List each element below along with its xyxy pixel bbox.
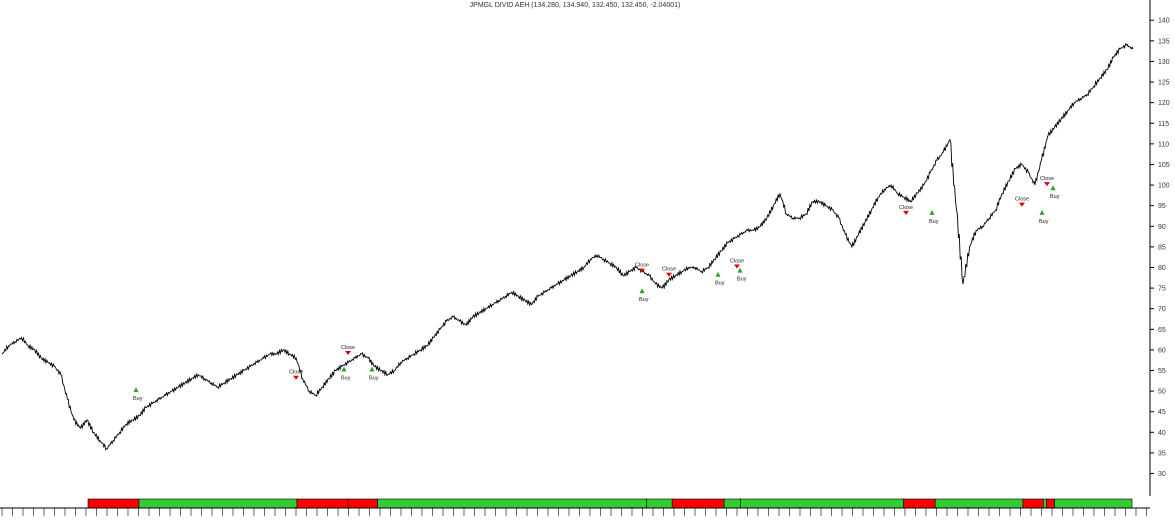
y-axis: 30 35 40 45 50 55 60 65 70 75 80 85 90 95 100 105 110 115…: [1149, 0, 1170, 496]
close-signal: Close: [662, 267, 676, 277]
y-tick-label: 60: [1158, 347, 1166, 354]
price-line: [1, 42, 1134, 451]
buy-marker: [369, 366, 375, 372]
buy-signal: Buy: [133, 387, 143, 402]
green-band-segment: [377, 498, 648, 509]
y-tick-label: 100: [1158, 183, 1170, 190]
buy-marker: [133, 387, 139, 393]
red-band-segment: [1022, 498, 1044, 509]
close-marker: [639, 268, 645, 273]
trade-signals: Buy Close Buy Close Buy Close Buy Close Buy Close…: [133, 176, 1060, 402]
green-band-segment: [1043, 498, 1047, 509]
close-label: Close: [1015, 197, 1029, 203]
buy-signal: Buy: [639, 288, 649, 303]
buy-marker: [341, 366, 347, 372]
close-signal: Close: [1040, 176, 1054, 187]
y-tick-label: 110: [1158, 141, 1169, 148]
buy-marker: [715, 271, 721, 277]
buy-signal: Buy: [929, 209, 939, 225]
buy-label: Buy: [341, 376, 351, 382]
green-band-segment: [740, 498, 904, 509]
y-tick-label: 135: [1158, 38, 1170, 45]
y-tick-label: 115: [1158, 121, 1169, 128]
y-tick-label: 50: [1158, 389, 1166, 396]
buy-marker: [929, 209, 935, 215]
close-label: Close: [635, 263, 649, 269]
close-marker: [903, 210, 909, 215]
close-label: Close: [730, 258, 744, 264]
close-label: Close: [1040, 176, 1054, 182]
y-tick-label: 85: [1158, 244, 1166, 251]
y-tick-label: 120: [1158, 100, 1170, 107]
green-band-segment: [138, 498, 298, 509]
buy-label: Buy: [715, 281, 725, 287]
red-band-segment: [903, 498, 936, 509]
close-signal: Close: [899, 205, 913, 215]
close-signal: Close: [341, 345, 355, 356]
buy-marker: [1050, 185, 1056, 191]
buy-label: Buy: [1050, 194, 1060, 200]
buy-marker: [639, 288, 645, 294]
green-band-segment: [646, 498, 673, 509]
y-tick-label: 125: [1158, 80, 1170, 87]
close-marker: [345, 351, 351, 356]
close-signal: Close: [730, 258, 744, 269]
buy-signal: Buy: [1050, 185, 1060, 200]
buy-signal: Buy: [341, 366, 351, 382]
close-marker: [293, 375, 299, 380]
close-label: Close: [899, 205, 913, 211]
y-tick-label: 75: [1158, 286, 1166, 293]
green-band-segment: [1054, 498, 1133, 509]
green-band-segment: [723, 498, 741, 509]
red-band-segment: [1046, 498, 1055, 509]
y-tick-label: 90: [1158, 224, 1166, 231]
y-tick-label: 65: [1158, 327, 1166, 334]
buy-signal: Buy: [715, 271, 725, 287]
chart-title: JPMGL DIVID AEH (134.280, 134.940, 132.4…: [469, 2, 681, 9]
buy-label: Buy: [133, 396, 143, 402]
close-label: Close: [662, 267, 676, 273]
close-signal: Close: [635, 263, 649, 273]
y-tick-label: 40: [1158, 430, 1166, 437]
x-axis: [0, 507, 1150, 516]
buy-signal: Buy: [737, 267, 747, 283]
red-band-segment: [296, 498, 349, 509]
buy-label: Buy: [929, 219, 939, 225]
red-band-segment: [671, 498, 725, 509]
close-signal: Close: [289, 370, 303, 380]
y-tick-label: 105: [1158, 162, 1170, 169]
buy-label: Buy: [737, 277, 747, 283]
buy-signal: Buy: [1039, 209, 1049, 225]
red-band-segment: [347, 498, 378, 509]
y-tick-label: 95: [1158, 203, 1166, 210]
close-marker: [1019, 202, 1025, 207]
regime-band: [87, 498, 1133, 509]
green-band-segment: [934, 498, 1024, 509]
y-tick-label: 140: [1158, 18, 1170, 25]
close-signal: Close: [1015, 197, 1029, 207]
y-tick-label: 70: [1158, 306, 1166, 313]
buy-label: Buy: [369, 376, 379, 382]
buy-signal: Buy: [369, 366, 379, 382]
close-marker: [666, 272, 672, 277]
close-label: Close: [289, 370, 303, 376]
buy-marker: [1039, 209, 1045, 215]
close-marker: [734, 264, 740, 269]
y-tick-label: 45: [1158, 409, 1166, 416]
close-label: Close: [341, 345, 355, 351]
y-tick-label: 30: [1158, 471, 1166, 478]
red-band-segment: [87, 498, 140, 509]
price-series: [1, 42, 1134, 451]
buy-label: Buy: [639, 297, 649, 303]
y-tick-label: 130: [1158, 59, 1170, 66]
y-tick-label: 55: [1158, 368, 1166, 375]
close-marker: [1044, 182, 1050, 187]
buy-marker: [737, 267, 743, 273]
y-tick-label: 35: [1158, 450, 1166, 457]
buy-label: Buy: [1039, 219, 1049, 225]
y-tick-label: 80: [1158, 265, 1166, 272]
